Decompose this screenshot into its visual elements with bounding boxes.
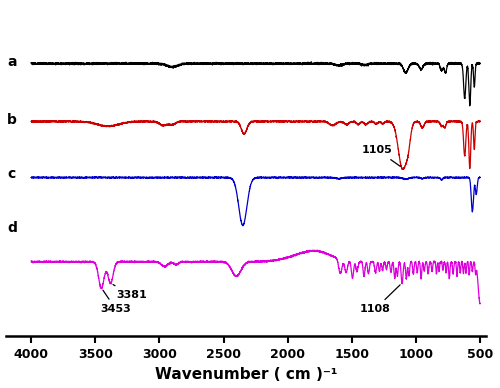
Text: 3453: 3453 bbox=[100, 290, 131, 314]
Text: b: b bbox=[7, 114, 17, 128]
Text: c: c bbox=[8, 167, 16, 181]
Text: 1108: 1108 bbox=[360, 285, 400, 314]
Text: 1105: 1105 bbox=[362, 145, 400, 166]
Text: a: a bbox=[7, 55, 16, 69]
Text: d: d bbox=[7, 221, 17, 235]
X-axis label: Wavenumber ( cm )⁻¹: Wavenumber ( cm )⁻¹ bbox=[155, 367, 338, 383]
Text: 3381: 3381 bbox=[113, 284, 146, 300]
